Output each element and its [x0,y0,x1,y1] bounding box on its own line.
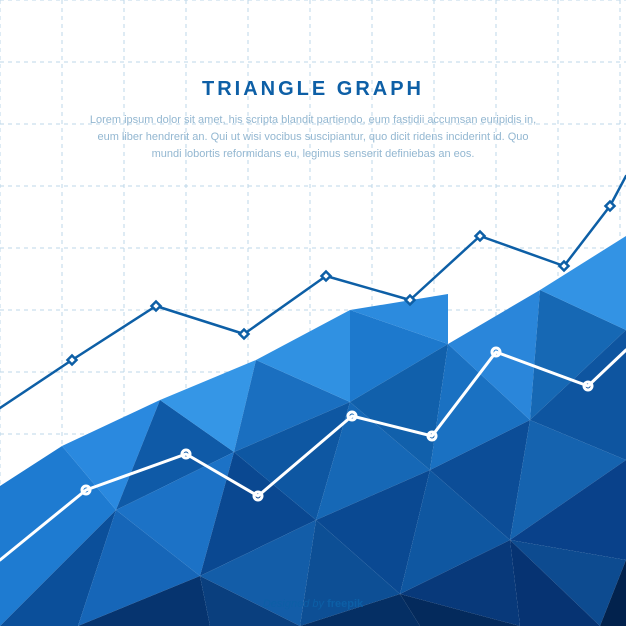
attribution-line: Designed by freepik [0,598,626,610]
chart-title: TRIANGLE GRAPH [0,78,626,101]
attribution-prefix: Designed by [263,598,327,610]
chart-subtitle: Lorem ipsum dolor sit amet, his scripta … [83,112,543,163]
attribution-brand: freepik [327,598,363,610]
graphic-stage: TRIANGLE GRAPH Lorem ipsum dolor sit ame… [0,0,626,626]
